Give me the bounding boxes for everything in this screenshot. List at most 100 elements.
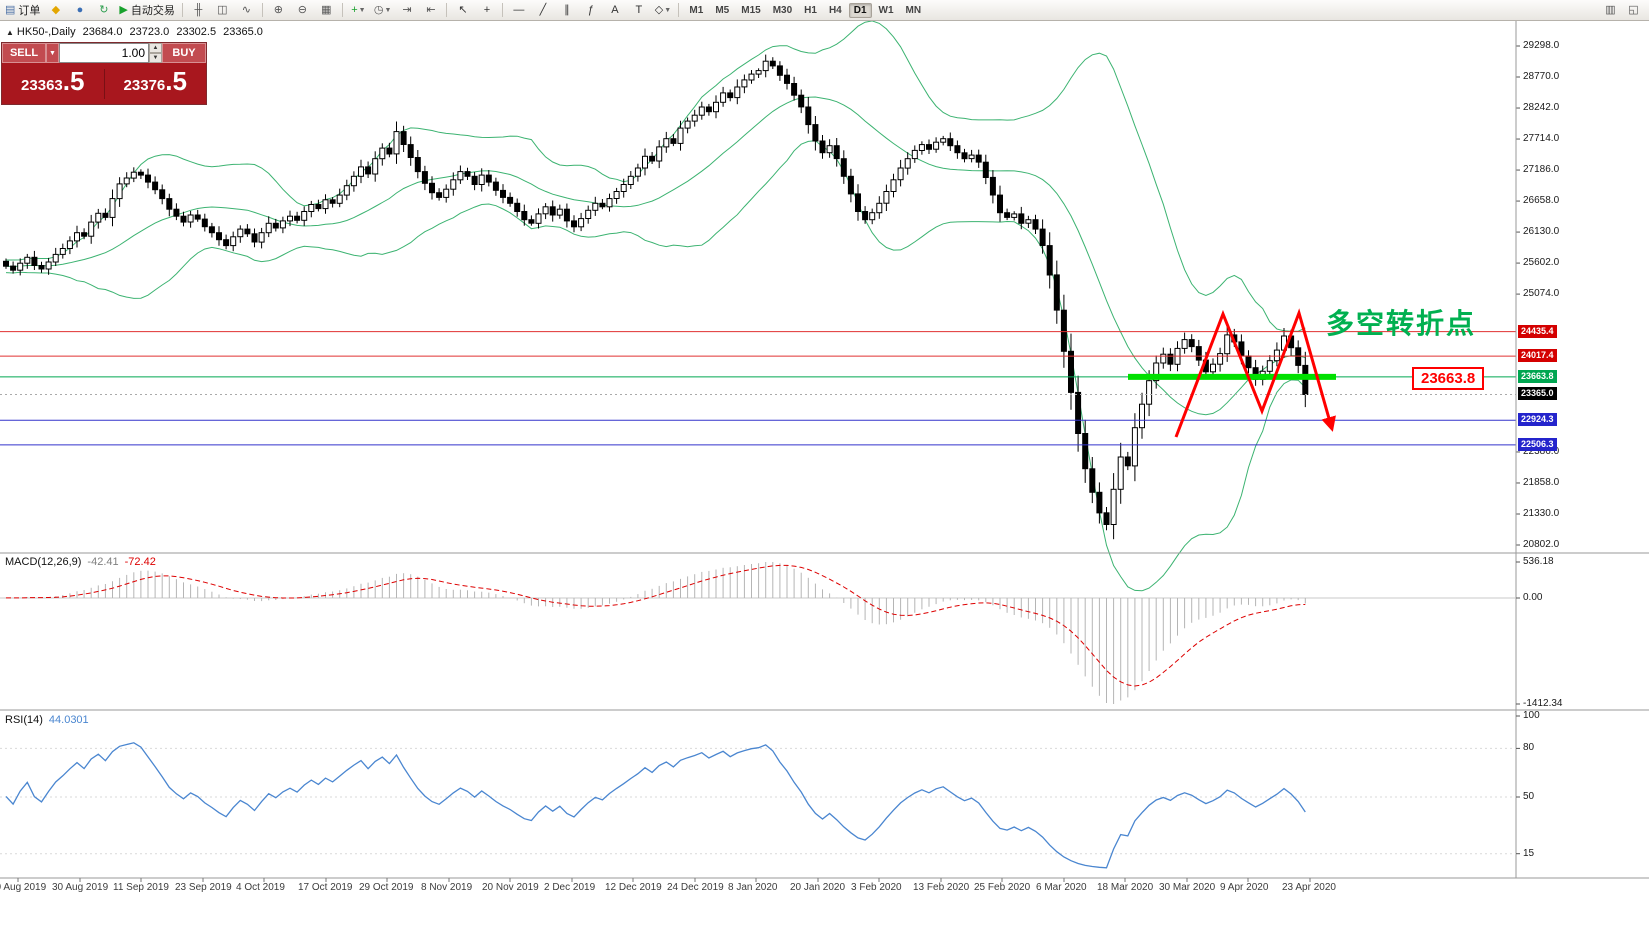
trendline-icon-glyph-icon: ╱ bbox=[539, 3, 547, 16]
chart-header: ▲ HK50-,Daily 23684.0 23723.0 23302.5 233… bbox=[6, 26, 267, 38]
sell-price[interactable]: 23363.5 bbox=[21, 66, 85, 96]
price-level-flag[interactable]: 23663.8 bbox=[1412, 367, 1485, 390]
chart-area: ▲ HK50-,Daily 23684.0 23723.0 23302.5 233… bbox=[0, 21, 1649, 943]
volume-input[interactable] bbox=[60, 45, 148, 61]
timeframe-H1[interactable]: H1 bbox=[804, 4, 817, 16]
chart-shift-icon-glyph-icon: ⇤ bbox=[426, 3, 436, 16]
macd-label: MACD(12,26,9) -42.41 -72.42 bbox=[5, 556, 156, 568]
cursor-icon[interactable]: ↖ bbox=[451, 1, 474, 20]
candlestick-chart-icon[interactable]: ◫ bbox=[211, 1, 234, 20]
ohlc-high: 23723.0 bbox=[129, 26, 170, 38]
zoom-out-icon[interactable]: ⊖ bbox=[291, 1, 314, 20]
auto-scroll-icon[interactable]: ⇥ bbox=[395, 1, 418, 20]
timeframe-M30[interactable]: M30 bbox=[772, 4, 793, 16]
chart-overlays: ▲ HK50-,Daily 23684.0 23723.0 23302.5 233… bbox=[0, 21, 1649, 943]
chart-canvas[interactable] bbox=[0, 21, 1649, 943]
autotrading-button-label: 自动交易 bbox=[130, 5, 175, 17]
zoom-in-icon[interactable]: ⊕ bbox=[267, 1, 290, 20]
timeframe-MN[interactable]: MN bbox=[905, 4, 922, 16]
rsi-label: RSI(14) 44.0301 bbox=[5, 714, 89, 726]
data-window-icon: ▥ bbox=[1605, 4, 1616, 16]
volume-spinner: ▲ ▼ bbox=[149, 43, 162, 63]
collapse-panel-icon[interactable]: ▲ bbox=[6, 28, 14, 37]
turning-point-annotation[interactable]: 多空转折点 bbox=[1326, 308, 1477, 339]
date-label: 24 Dec 2019 bbox=[667, 882, 724, 893]
price-tick: 29298.0 bbox=[1523, 40, 1560, 51]
profiles-icon-glyph-icon: ◷ bbox=[373, 3, 384, 16]
ohlc-close: 23365.0 bbox=[223, 26, 263, 38]
alerts-icon[interactable]: ◆ bbox=[44, 1, 67, 20]
timeframe-M5[interactable]: M5 bbox=[715, 4, 730, 16]
new-chart-button[interactable]: + ▼ bbox=[347, 1, 370, 20]
date-label: 30 Mar 2020 bbox=[1159, 882, 1216, 893]
date-label: 20 Jan 2020 bbox=[790, 882, 846, 893]
volume-up-button[interactable]: ▲ bbox=[149, 43, 162, 53]
sell-button[interactable]: SELL bbox=[2, 43, 46, 63]
ohlc-open: 23684.0 bbox=[82, 26, 123, 38]
macd-tick: 536.18 bbox=[1523, 556, 1554, 567]
bar-chart-icon[interactable]: ╫ bbox=[187, 1, 210, 20]
date-label: 12 Dec 2019 bbox=[605, 882, 662, 893]
date-label: 18 Mar 2020 bbox=[1097, 882, 1154, 893]
zoom-out-icon-glyph-icon: ⊖ bbox=[297, 3, 307, 16]
date-label: 20 Aug 2019 bbox=[0, 882, 47, 893]
candlestick-chart-icon-glyph-icon: ◫ bbox=[217, 3, 228, 16]
line-chart-icon-glyph-icon: ∿ bbox=[241, 3, 251, 16]
text-icon-glyph-icon: A bbox=[611, 3, 619, 16]
timeframe-group: M1 M5 M15 M30 H1 H4 D1 W1 MN bbox=[683, 2, 927, 18]
equidistant-channel-icon[interactable]: ∥ bbox=[555, 1, 578, 20]
crosshair-icon[interactable]: + bbox=[475, 1, 498, 20]
buy-button[interactable]: BUY bbox=[162, 43, 206, 63]
macd-main-value: -42.41 bbox=[87, 556, 119, 568]
timeframe-M1[interactable]: M1 bbox=[689, 4, 704, 16]
refresh-icon-glyph-icon: ↻ bbox=[99, 3, 109, 16]
timeframe-H4[interactable]: H4 bbox=[828, 4, 842, 16]
timeframe-M15[interactable]: M15 bbox=[741, 4, 761, 16]
rsi-value: 44.0301 bbox=[48, 714, 89, 726]
ohlc-low: 23302.5 bbox=[176, 26, 217, 38]
arrows-icon[interactable]: ◇ ▼ bbox=[651, 1, 674, 20]
line-chart-icon[interactable]: ∿ bbox=[235, 1, 258, 20]
accounts-icon[interactable]: ● bbox=[68, 1, 91, 20]
fibonacci-icon[interactable]: ƒ bbox=[579, 1, 602, 20]
date-label: 3 Feb 2020 bbox=[851, 882, 902, 893]
sell-dropdown[interactable]: ▼ bbox=[46, 43, 59, 63]
docking-icon[interactable]: ◱ bbox=[1622, 1, 1645, 20]
data-window-icon[interactable]: ▥ bbox=[1599, 1, 1622, 20]
toolbar-separator bbox=[446, 3, 448, 17]
autotrading-button[interactable]: ▶ 自动交易 bbox=[116, 1, 177, 20]
new-order-button[interactable]: ▤ 订单 bbox=[2, 1, 43, 20]
chart-shift-icon[interactable]: ⇤ bbox=[419, 1, 442, 20]
trendline-icon[interactable]: ╱ bbox=[531, 1, 554, 20]
macd-name: MACD(12,26,9) bbox=[5, 556, 82, 568]
docking-icon: ◱ bbox=[1628, 4, 1639, 16]
profiles-icon[interactable]: ◷ ▼ bbox=[371, 1, 395, 20]
bar-chart-icon-glyph-icon: ╫ bbox=[194, 3, 203, 16]
toolbar-separator bbox=[181, 3, 183, 17]
macd-tick: -1412.34 bbox=[1523, 698, 1563, 709]
horizontal-line-icon[interactable]: ― bbox=[507, 1, 530, 20]
tile-windows-icon[interactable]: ▦ bbox=[315, 1, 338, 20]
price-tick: 25602.0 bbox=[1523, 257, 1560, 268]
quote-divider bbox=[103, 68, 105, 99]
volume-field bbox=[59, 43, 149, 63]
refresh-icon[interactable]: ↻ bbox=[92, 1, 115, 20]
chevron-down-icon: ▼ bbox=[358, 6, 366, 14]
chevron-down-icon: ▼ bbox=[384, 6, 392, 14]
price-tick: 26130.0 bbox=[1523, 226, 1560, 237]
timeframe-D1[interactable]: D1 bbox=[848, 2, 872, 18]
price-tick: 27186.0 bbox=[1523, 164, 1560, 175]
one-click-trading-panel: SELL ▼ ▲ ▼ BUY 23363.5 23376.5 bbox=[1, 42, 207, 105]
timeframe-W1[interactable]: W1 bbox=[878, 4, 894, 16]
price-tick: 28242.0 bbox=[1523, 102, 1560, 113]
rsi-tick: 80 bbox=[1523, 742, 1535, 753]
new-chart-glyph-icon: + bbox=[351, 3, 358, 16]
text-icon[interactable]: A bbox=[603, 1, 626, 20]
price-tick: 20802.0 bbox=[1523, 539, 1560, 550]
date-label: 20 Nov 2019 bbox=[482, 882, 539, 893]
volume-down-button[interactable]: ▼ bbox=[149, 53, 162, 63]
date-label: 23 Apr 2020 bbox=[1282, 882, 1336, 893]
text-label-icon[interactable]: T bbox=[627, 1, 650, 20]
buy-price[interactable]: 23376.5 bbox=[123, 66, 187, 96]
price-tick: 26658.0 bbox=[1523, 195, 1560, 206]
